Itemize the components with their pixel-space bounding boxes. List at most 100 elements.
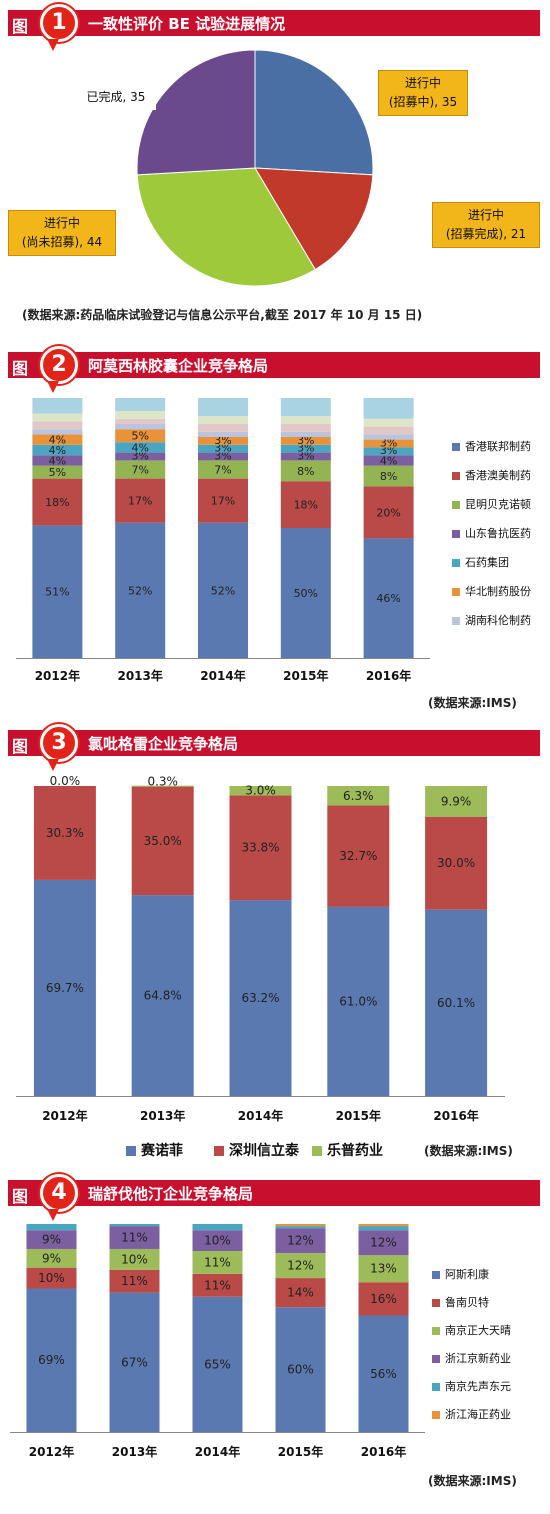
data-label: 0.3% xyxy=(147,775,178,789)
legend-item: 深圳信立泰 xyxy=(214,1140,299,1160)
data-label: 3% xyxy=(131,449,148,462)
legend-label: 石药集团 xyxy=(465,556,509,569)
panel-clopidogrel: 图 3 氯吡格雷企业竞争格局 69.7% 30.3% 0.0% 2012年 64.8% 3… xyxy=(0,724,550,1170)
bar-segment xyxy=(363,426,414,435)
legend-item: 石药集团 xyxy=(452,554,509,570)
bar-segment xyxy=(280,424,331,432)
bar-segment xyxy=(363,538,414,658)
data-label: 3% xyxy=(214,434,231,447)
legend-label: 南京先声东元 xyxy=(445,1380,511,1393)
legend-swatch xyxy=(432,1383,440,1391)
data-label: 9.9% xyxy=(441,794,472,808)
legend-label: 昆明贝克诺顿 xyxy=(465,498,531,511)
data-label: 18% xyxy=(45,496,69,509)
data-label: 60.1% xyxy=(437,996,475,1010)
figure-label: 图 xyxy=(12,1187,29,1206)
bar-segment xyxy=(275,1224,326,1227)
bar-segment xyxy=(425,909,488,1096)
legend-swatch xyxy=(214,1146,224,1156)
panel-2-header: 图 2 阿莫西林胶囊企业竞争格局 xyxy=(8,346,540,393)
bar-segment xyxy=(32,429,83,435)
x-tick-label: 2013年 xyxy=(112,1444,157,1459)
legend-swatch xyxy=(452,588,460,596)
legend-swatch xyxy=(452,443,460,451)
callout-recruiting-line1: 进行中 xyxy=(404,76,441,90)
bar-segment xyxy=(131,895,194,1096)
bar-segment xyxy=(327,906,390,1096)
figure-label: 图 xyxy=(12,359,29,378)
panel-4-title: 瑞舒伐他汀企业竞争格局 xyxy=(88,1185,254,1203)
callout-not-yet-line2: (尚未招募), 44 xyxy=(21,235,103,249)
bar-segment xyxy=(363,486,414,539)
data-label: 7% xyxy=(214,464,231,477)
data-label: 30.3% xyxy=(46,826,84,840)
bar-segment xyxy=(363,434,414,440)
stacked-bar-chart: 69.7% 30.3% 0.0% 2012年 64.8% 35.0% 0.3% 2013年 63… xyxy=(16,774,505,1123)
legend-swatch xyxy=(432,1411,440,1419)
bar-segment xyxy=(363,447,414,456)
data-label: 4% xyxy=(131,441,148,454)
bar-segment xyxy=(358,1255,409,1283)
bar-segment xyxy=(109,1248,160,1270)
bar-segment xyxy=(109,1224,160,1227)
bar-segment xyxy=(275,1253,326,1279)
data-label: 65% xyxy=(204,1357,231,1371)
data-label: 17% xyxy=(211,495,235,508)
bar-segment xyxy=(115,452,166,461)
legend-swatch xyxy=(452,501,460,509)
bar-segment xyxy=(115,411,166,419)
bar-segment xyxy=(198,424,248,432)
legend-swatch xyxy=(452,472,460,480)
bar-segment xyxy=(358,1230,409,1256)
bar-segment xyxy=(280,444,331,453)
legend-swatch xyxy=(126,1146,136,1156)
bar-segment xyxy=(115,522,166,658)
legend-label: 香港澳美制药 xyxy=(465,469,531,482)
data-label: 35.0% xyxy=(144,834,182,848)
data-label: 50% xyxy=(294,587,318,600)
legend-swatch xyxy=(432,1327,440,1335)
legend-item: 鲁南贝特 xyxy=(432,1294,489,1310)
bar-segment xyxy=(192,1296,243,1432)
legend-swatch xyxy=(432,1355,440,1363)
legend-label: 阿斯利康 xyxy=(445,1268,489,1281)
bar-segment xyxy=(115,398,166,411)
bar-segment xyxy=(32,398,83,414)
bar-segment xyxy=(229,795,292,901)
bar-segment xyxy=(198,452,248,461)
bar-segment xyxy=(280,460,331,482)
data-label: 13% xyxy=(370,1262,397,1276)
data-label: 33.8% xyxy=(241,841,279,855)
legend-item: 浙江海正药业 xyxy=(432,1406,511,1422)
bar-segment xyxy=(363,455,414,466)
bar-segment xyxy=(192,1224,243,1231)
data-label: 32.7% xyxy=(339,849,377,863)
bar-segment xyxy=(280,437,331,445)
source-note: (数据来源:IMS) xyxy=(428,696,517,710)
pie-slice xyxy=(136,49,256,176)
panel-3-title: 氯吡格雷企业竞争格局 xyxy=(88,735,239,753)
panel-1-title: 一致性评价 BE 试验进展情况 xyxy=(88,15,286,33)
data-label: 30.0% xyxy=(437,856,475,870)
bar-segment xyxy=(358,1224,409,1227)
bar-segment xyxy=(280,398,331,417)
bar-segment xyxy=(26,1248,77,1268)
bar-segment xyxy=(192,1251,243,1274)
x-tick-label: 2014年 xyxy=(200,668,245,683)
bar-segment xyxy=(115,418,166,424)
callout-completed-text: 已完成, 35 xyxy=(86,90,146,104)
data-label: 69.7% xyxy=(46,981,84,995)
bar-segment xyxy=(33,786,96,880)
data-label: 67% xyxy=(121,1355,148,1369)
legend-item: 南京先声东元 xyxy=(432,1378,511,1394)
panel-1-header: 图 1 一致性评价 BE 试验进展情况 xyxy=(8,4,540,51)
bar-segment xyxy=(131,786,194,896)
bar-segment xyxy=(32,413,83,422)
data-label: 12% xyxy=(287,1234,314,1248)
figure-number-badge: 4 xyxy=(40,1174,78,1221)
figure-number-badge: 2 xyxy=(40,346,78,393)
legend-item: 湖南科伦制药 xyxy=(452,612,531,628)
figure-label: 图 xyxy=(12,737,29,756)
bar-segment xyxy=(358,1226,409,1231)
panel-4-header: 图 4 瑞舒伐他汀企业竞争格局 xyxy=(8,1174,540,1221)
